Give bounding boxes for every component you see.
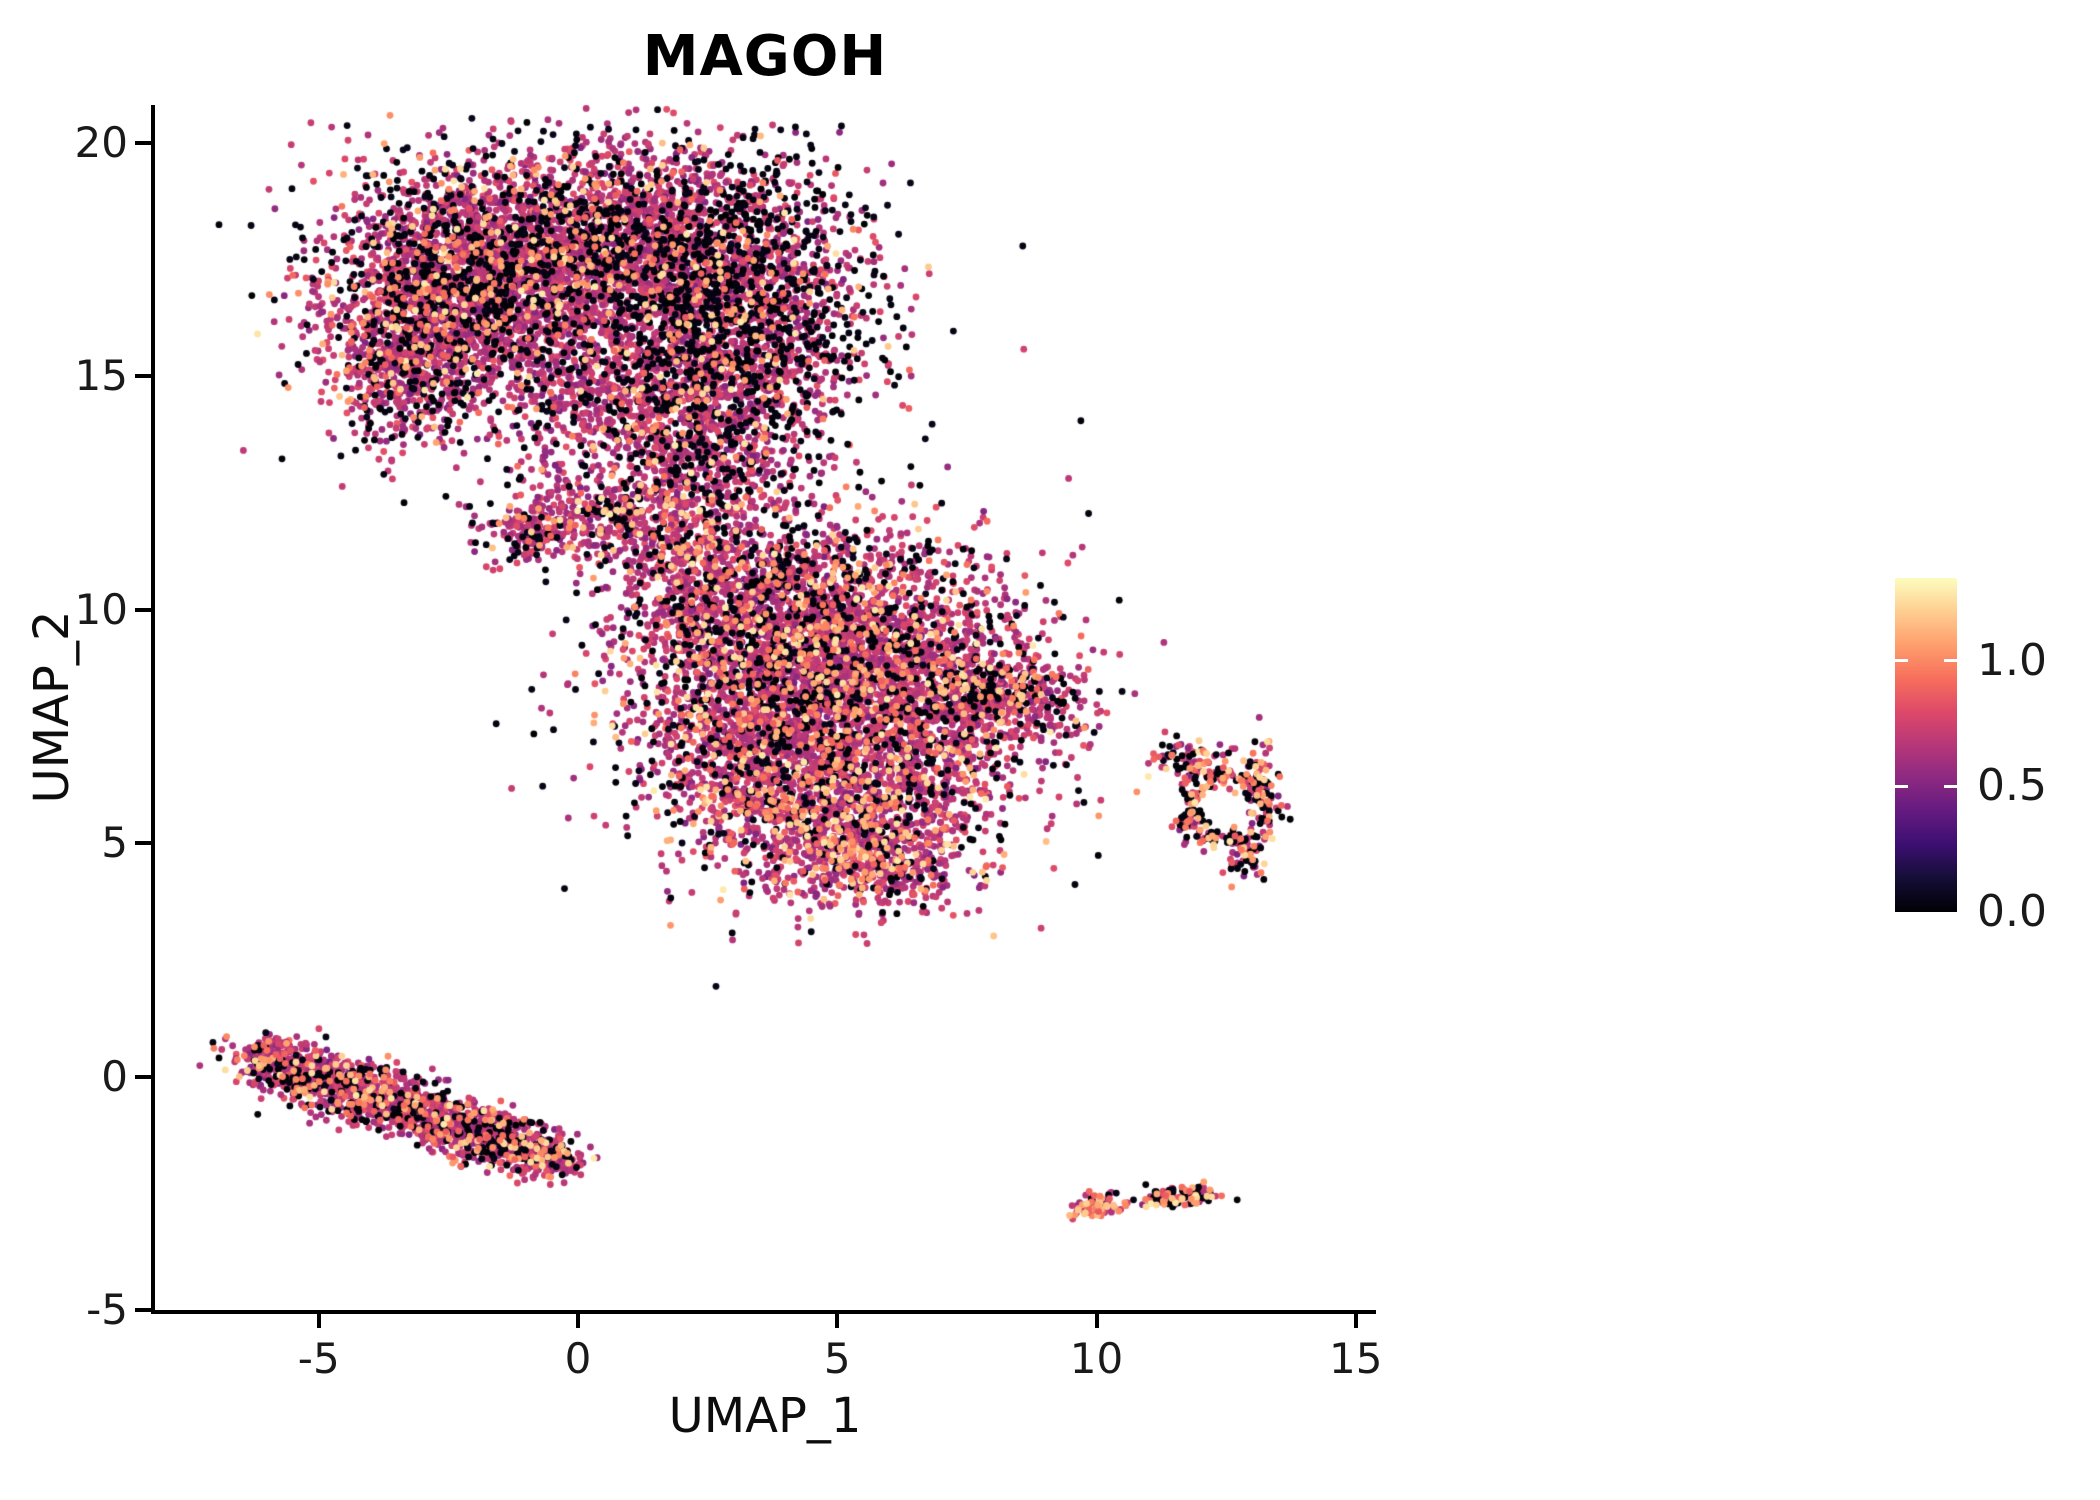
colorbar	[1895, 578, 1957, 912]
y-tick-mark	[135, 374, 151, 378]
colorbar-tick-label: 0.0	[1977, 886, 2047, 937]
y-tick-label: 10	[74, 584, 128, 634]
y-tick-mark	[135, 140, 151, 145]
colorbar-tick-label: 0.5	[1977, 760, 2047, 812]
y-tick-label: 0	[101, 1051, 128, 1101]
y-axis-line	[151, 105, 155, 1314]
y-tick-label: 20	[74, 117, 128, 167]
x-tick-label: 5	[823, 1334, 851, 1383]
colorbar-tick-mark	[1944, 784, 1957, 788]
y-tick-mark	[135, 607, 151, 612]
colorbar-tick-mark	[1895, 659, 1908, 663]
y-tick-label: 5	[101, 818, 128, 867]
y-tick-mark	[135, 841, 151, 845]
colorbar-tick-label: 1.0	[1977, 634, 2047, 686]
x-tick-label: 15	[1329, 1334, 1383, 1383]
x-tick-mark	[835, 1312, 840, 1328]
x-tick-mark	[316, 1312, 321, 1328]
y-tick-label: -5	[86, 1285, 128, 1334]
y-tick-mark	[135, 1308, 151, 1312]
colorbar-tick-mark	[1895, 784, 1908, 788]
y-axis-label: UMAP_2	[24, 610, 80, 804]
x-axis-label: UMAP_1	[668, 1388, 862, 1444]
x-tick-label: 0	[564, 1334, 592, 1383]
x-axis-line	[151, 1310, 1376, 1314]
colorbar-tick-mark	[1944, 659, 1957, 663]
y-tick-mark	[135, 1074, 151, 1079]
x-tick-label: 10	[1069, 1334, 1124, 1383]
y-tick-label: 15	[74, 351, 128, 400]
x-tick-mark	[1094, 1312, 1099, 1328]
x-tick-mark	[1353, 1312, 1358, 1328]
x-tick-mark	[576, 1312, 580, 1328]
plot-title: MAGOH	[642, 24, 888, 89]
colorbar-gradient	[1895, 578, 1957, 912]
x-tick-label: -5	[297, 1334, 340, 1383]
